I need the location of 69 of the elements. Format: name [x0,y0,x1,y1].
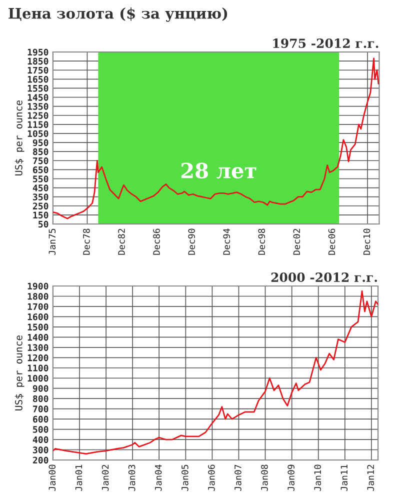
y-tick-label: 1600 [28,313,48,320]
y-tick-label: 750 [33,157,48,164]
y-tick-label: 1500 [28,324,48,330]
y-tick-label: 1550 [28,84,48,92]
line-series [52,58,380,220]
y-tick-label: 400 [32,436,48,444]
y-tick-label: 550 [33,175,48,182]
y-tick-label: 1000 [28,374,48,382]
x-tick-label: Jan00 [48,464,56,491]
chart-subtitle: 2000 -2012 г.г. [271,272,378,282]
chart-title: Цена золота ($ за унцию) [8,8,228,22]
y-tick-label: 1300 [28,344,48,351]
x-tick-label: Jan03 [128,464,136,491]
y-tick-label: 250 [32,202,48,210]
y-tick-label: 600 [33,416,48,423]
x-tick-label: Jan06 [208,464,215,491]
y-tick-label: 500 [33,426,48,433]
y-tick-label: 50 [38,220,48,228]
y-axis-title: US$ per ounce [14,336,24,410]
chart-subtitle: 1975 -2012 г.г. [273,38,378,48]
x-tick-label: Jan02 [102,464,109,491]
y-tick-label: 800 [33,395,48,402]
y-tick-label: 650 [33,166,48,174]
y-tick-label: 1250 [28,112,48,119]
x-tick-label: Dec06 [328,228,336,255]
y-tick-label: 1850 [28,58,48,65]
x-tick-label: Jan08 [261,464,268,491]
x-tick-label: Dec98 [258,228,266,255]
x-tick-label: Jan07 [234,464,242,491]
y-tick-label: 1950 [28,48,48,56]
x-tick-label: Jan01 [75,464,82,491]
x-tick-label: Dec02 [293,228,300,255]
y-tick-label: 900 [32,385,48,392]
y-tick-label: 1200 [28,354,48,362]
y-tick-label: 150 [33,212,48,219]
y-tick-label: 1900 [28,282,48,290]
x-tick-label: Dec10 [363,228,370,255]
y-tick-label: 1100 [28,364,48,372]
y-tick-label: 1650 [28,76,48,83]
x-tick-label: Jan11 [340,464,348,491]
y-tick-label: 950 [32,139,48,146]
x-tick-label: Jan75 [48,228,56,255]
y-axis-title: US$ per ounce [14,100,24,176]
x-tick-label: Dec82 [118,228,125,255]
line-series [52,290,378,455]
y-tick-label: 1350 [28,103,48,110]
y-tick-label: 850 [33,148,48,156]
y-tick-label: 1450 [28,94,48,101]
x-tick-label: Jan04 [154,464,162,491]
y-tick-label: 450 [32,184,48,192]
x-tick-label: Dec86 [153,228,160,255]
y-tick-label: 1700 [28,303,48,310]
x-tick-label: Jan05 [181,464,188,491]
x-tick-label: Jan12 [367,464,374,491]
y-tick-label: 1750 [28,66,48,74]
x-tick-label: Dec78 [83,228,90,255]
band-label: 28 лет [181,162,256,178]
x-tick-label: Dec90 [188,228,195,255]
x-tick-label: Jan09 [288,464,294,491]
y-tick-label: 1150 [28,121,48,128]
y-tick-label: 700 [33,406,48,412]
y-tick-label: 1800 [28,292,48,300]
y-tick-label: 300 [33,446,48,454]
y-tick-label: 200 [32,456,48,464]
x-tick-label: Dec94 [223,228,230,255]
y-tick-label: 1050 [28,130,48,138]
y-tick-label: 350 [33,194,48,200]
y-tick-label: 1400 [28,334,48,341]
x-tick-label: Jan10 [314,464,322,491]
